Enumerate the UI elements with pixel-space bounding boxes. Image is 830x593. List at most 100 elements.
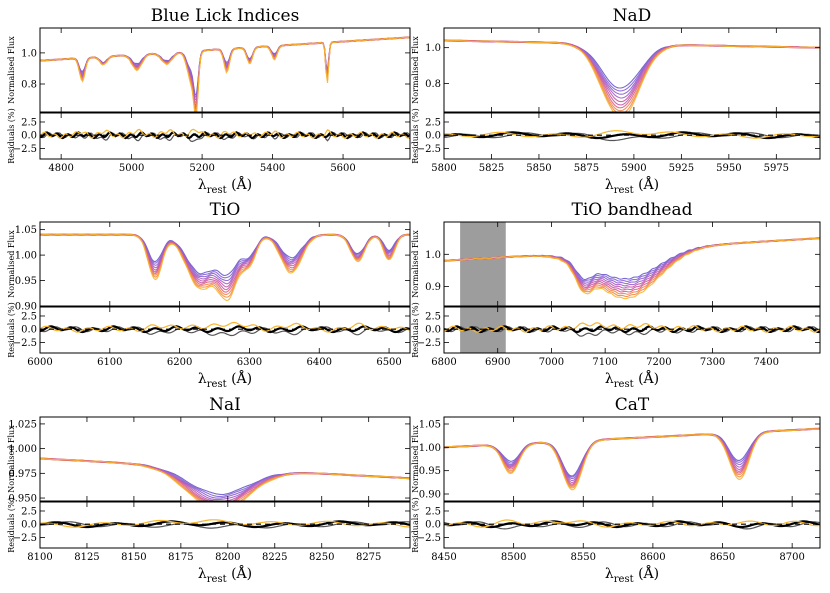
residual-lines: [444, 322, 820, 337]
x-tick-label: 5825: [479, 163, 504, 174]
y-axis-label-bottom: Residuals (%): [7, 108, 16, 164]
x-tick-label: 5200: [189, 163, 214, 174]
y-axis-label-bottom: Residuals (%): [7, 497, 16, 553]
y-tick-label: 1.000: [8, 444, 37, 455]
x-tick-label: 7300: [700, 357, 725, 368]
panel-nad: NaD 0.8 1.0 −2.5 0.0 2.5 5800 5825 5850 5875 5900 5…: [411, 6, 821, 196]
spectrum-line: [40, 457, 410, 499]
x-label-subscript: rest: [207, 574, 227, 585]
panel-tio-bandhead: TiO bandhead 0.9 1.0 −2.5 0.0 2.5 6800 6900 7000…: [411, 200, 821, 390]
y-axis-label-bottom: Residuals (%): [411, 302, 420, 358]
x-tick-label: 6900: [485, 357, 510, 368]
spectrum-line: [40, 36, 410, 107]
residual-lines: [444, 130, 820, 142]
y-tick-label: 1.0: [425, 43, 441, 54]
panel-title: NaD: [613, 6, 652, 26]
spectrum-line: [40, 233, 410, 298]
bottom-axes-frame: [39, 501, 411, 549]
y-tick-label: 0.0: [21, 520, 37, 531]
spectrum-line: [40, 233, 410, 301]
spectrum-line: [40, 233, 410, 291]
y-tick-label: −2.5: [417, 144, 441, 155]
panel-title: TiO bandhead: [572, 200, 693, 220]
x-tick-label: 5950: [716, 163, 741, 174]
residual-line: [444, 130, 820, 139]
y-axis-label-bottom: Residuals (%): [411, 108, 420, 164]
y-tick-label: 0.0: [425, 520, 441, 531]
x-label-unit: (Å): [227, 175, 252, 193]
y-tick-label: 0.0: [425, 131, 441, 142]
spectrum-line: [40, 457, 410, 501]
x-tick-label: 8175: [168, 552, 193, 563]
panel-title: CaT: [615, 395, 650, 415]
y-tick-label: 0.950: [8, 494, 37, 505]
x-tick-label: 8200: [215, 552, 240, 563]
bottom-axes-frame: [443, 112, 821, 160]
spectrum-line: [40, 36, 410, 110]
bottom-axes-frame: [39, 112, 411, 160]
y-tick-label: 1.05: [15, 225, 37, 236]
spectrum-line: [40, 36, 410, 112]
x-label-subscript: rest: [207, 185, 227, 196]
shaded-region: [460, 222, 506, 306]
bottom-axes-frame: [443, 306, 821, 354]
residual-line: [40, 520, 410, 529]
y-tick-label: 1.0: [21, 48, 37, 59]
y-tick-label: 0.95: [419, 466, 441, 477]
panel-title: NaI: [209, 395, 241, 415]
y-tick-label: 0.95: [15, 276, 37, 287]
x-label-unit: (Å): [634, 369, 659, 387]
y-tick-label: 1.00: [15, 251, 37, 262]
y-tick-label: 0.9: [425, 282, 441, 293]
spectrum-line: [40, 233, 410, 295]
spectra-lines: [444, 427, 820, 491]
x-axis-label: λrest (Å): [198, 564, 252, 585]
spectrum-line: [40, 233, 410, 288]
y-tick-label: −2.5: [13, 338, 37, 349]
x-tick-label: 8100: [27, 552, 52, 563]
panel-tio: TiO 0.90 0.95 1.00 1.05 −2.5 0.0 2.5 6000 6100 620…: [7, 200, 411, 390]
spectrum-line: [444, 428, 820, 491]
spectrum-line: [40, 457, 410, 496]
y-tick-label: −2.5: [13, 144, 37, 155]
spectrum-line: [40, 36, 410, 112]
residual-line: [40, 131, 410, 140]
x-tick-label: 8250: [309, 552, 334, 563]
x-label-symbol: λ: [605, 177, 614, 193]
spectrum-line: [444, 39, 820, 103]
residual-line: [444, 520, 820, 529]
x-tick-label: 6300: [237, 357, 262, 368]
y-tick-label: 0.0: [21, 325, 37, 336]
x-tick-label: 8150: [121, 552, 146, 563]
spectrum-line: [40, 457, 410, 497]
x-tick-label: 8700: [779, 552, 804, 563]
x-label-symbol: λ: [198, 371, 207, 387]
x-label-symbol: λ: [198, 566, 207, 582]
spectra-lines: [40, 36, 410, 112]
x-label-subscript: rest: [207, 379, 227, 390]
x-tick-label: 6400: [307, 357, 332, 368]
residual-line: [444, 132, 820, 142]
panel-blue-lick-indices: Blue Lick Indices 0.8 1.0 −2.5 0.0 2.5 4800 500…: [7, 6, 411, 196]
y-axis-label-bottom: Residuals (%): [7, 302, 16, 358]
spectrum-line: [444, 237, 820, 300]
x-label-subscript: rest: [614, 379, 634, 390]
spectrum-line: [40, 36, 410, 112]
x-tick-label: 6500: [376, 357, 401, 368]
spectrum-line: [444, 39, 820, 112]
x-axis-label: λrest (Å): [605, 175, 659, 196]
x-tick-label: 8550: [571, 552, 596, 563]
y-tick-label: 2.5: [21, 311, 37, 322]
x-tick-label: 8125: [74, 552, 99, 563]
spectra-lines: [444, 39, 820, 112]
top-axes-frame: [39, 221, 411, 307]
x-tick-label: 8600: [640, 552, 665, 563]
x-tick-label: 7000: [539, 357, 564, 368]
x-label-unit: (Å): [634, 564, 659, 582]
y-tick-label: 2.5: [425, 311, 441, 322]
x-label-unit: (Å): [227, 564, 252, 582]
bottom-axes-frame: [39, 306, 411, 354]
y-tick-label: 2.5: [425, 117, 441, 128]
spectra-lines: [40, 233, 410, 301]
y-tick-label: −2.5: [417, 338, 441, 349]
